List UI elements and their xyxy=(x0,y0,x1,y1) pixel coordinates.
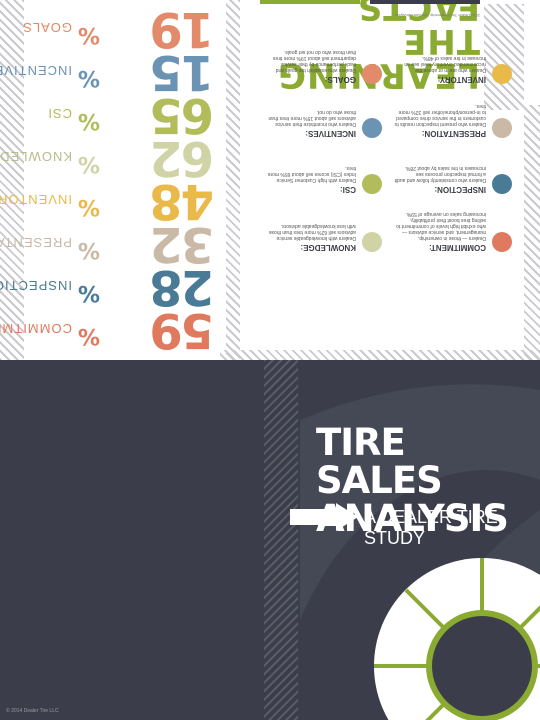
person-icon xyxy=(492,118,512,138)
cover-panel: TIRE SALES ANALYSIS A DEALER TIRE STUDY … xyxy=(0,360,540,720)
percent-sign: % xyxy=(77,22,100,47)
fact-heading: COMMITMENT: xyxy=(429,243,486,252)
fact-heading: PRESENTATION: xyxy=(421,129,486,138)
fact-text: Dealers who are in or above the recommen… xyxy=(404,55,486,73)
accent-bar-green xyxy=(260,0,360,4)
stat-label: CSI xyxy=(47,106,72,121)
stat-csi: 65 % CSI xyxy=(0,87,222,143)
stat-label: PRESENTATION xyxy=(0,235,72,250)
stat-label: INVENTORY xyxy=(0,192,72,207)
percent-sign: % xyxy=(77,108,100,133)
fact-heading: INSPECTION: xyxy=(434,185,486,194)
hatch-border-top xyxy=(220,350,540,360)
fact-heading: INCENTIVES: xyxy=(305,129,356,138)
inside-panel: LEARNING THE FACTS COMMITMENT: Dealers —… xyxy=(0,0,540,360)
stat-label: COMMITMENT xyxy=(0,321,72,336)
hatch-stripe-band xyxy=(264,360,298,720)
stat-knowledge: 62 % KNOWLEDGE xyxy=(0,130,222,186)
stat-label: INCENTIVES xyxy=(0,63,72,78)
hatch-border-left xyxy=(524,105,540,360)
copyright-text: © 2014 Dealer Tire LLC xyxy=(6,708,59,714)
stat-inventory: 48 % INVENTORY xyxy=(0,173,222,229)
arrow-right-icon xyxy=(290,503,358,531)
clipboard-icon xyxy=(362,174,382,194)
fact-text: Dealers who incentivize their service ad… xyxy=(268,109,356,127)
magnifier-icon xyxy=(492,174,512,194)
stat-presentation: 32 % PRESENTATION xyxy=(0,216,222,272)
fact-heading: CSI: xyxy=(340,185,356,194)
cover-title: TIRE SALES ANALYSIS xyxy=(316,424,536,538)
tire-wheel-graphic xyxy=(374,558,540,720)
percent-sign: % xyxy=(77,194,100,219)
inside-panel-rotated: LEARNING THE FACTS COMMITMENT: Dealers —… xyxy=(0,0,540,360)
fact-text: Dealers who establish tire goals and tra… xyxy=(272,49,356,73)
stat-goals: 19 % GOALS xyxy=(0,1,222,57)
fact-text: Dealers with high Customer Service Index… xyxy=(267,165,356,183)
tire-hub xyxy=(432,616,532,716)
hatch-border-right-divider xyxy=(226,0,240,360)
percent-sign: % xyxy=(77,237,100,262)
stat-label: KNOWLEDGE xyxy=(0,149,72,164)
fact-text: Dealers — those in ownership, management… xyxy=(396,211,486,241)
stat-inspection: 28 % INSPECTION xyxy=(0,259,222,315)
stats-column: 59 % COMMITMENT 28 % INSPECTION 32 % PRE… xyxy=(0,0,222,360)
stat-value: 19 xyxy=(151,1,214,57)
handshake-icon xyxy=(492,232,512,252)
fact-heading: KNOWLEDGE: xyxy=(300,243,356,252)
target-icon xyxy=(362,64,382,84)
fact-text: Dealers who present inspection results t… xyxy=(394,103,486,127)
cover-subtitle: A DEALER TIRE STUDY xyxy=(364,507,498,548)
tire-spokes xyxy=(374,558,540,720)
percent-sign: % xyxy=(77,65,100,90)
dollar-icon xyxy=(362,118,382,138)
cover-title-line1: TIRE SALES xyxy=(316,421,443,502)
tire-icon xyxy=(492,64,512,84)
swoosh-shape xyxy=(300,384,540,620)
stat-commitment: 59 % COMMITMENT xyxy=(0,302,222,358)
hatch-border-facts-title xyxy=(484,4,524,110)
stat-label: INSPECTION xyxy=(0,278,72,293)
inside-footnote: 2014 Dealer Tire Dealership Tire Sales A… xyxy=(395,13,481,18)
fact-text: Dealers who consistently follow and audi… xyxy=(394,165,486,183)
stat-incentives: 15 % INCENTIVES xyxy=(0,44,222,100)
fact-text: Dealers with knowledgeable service advis… xyxy=(268,223,356,241)
fact-heading: GOALS: xyxy=(324,75,356,84)
fact-heading: INVENTORY: xyxy=(437,75,486,84)
lightbulb-icon xyxy=(362,232,382,252)
percent-sign: % xyxy=(77,151,100,176)
percent-sign: % xyxy=(77,280,100,305)
stat-label: GOALS xyxy=(22,20,72,35)
accent-bar-navy xyxy=(370,0,480,4)
percent-sign: % xyxy=(77,323,100,348)
